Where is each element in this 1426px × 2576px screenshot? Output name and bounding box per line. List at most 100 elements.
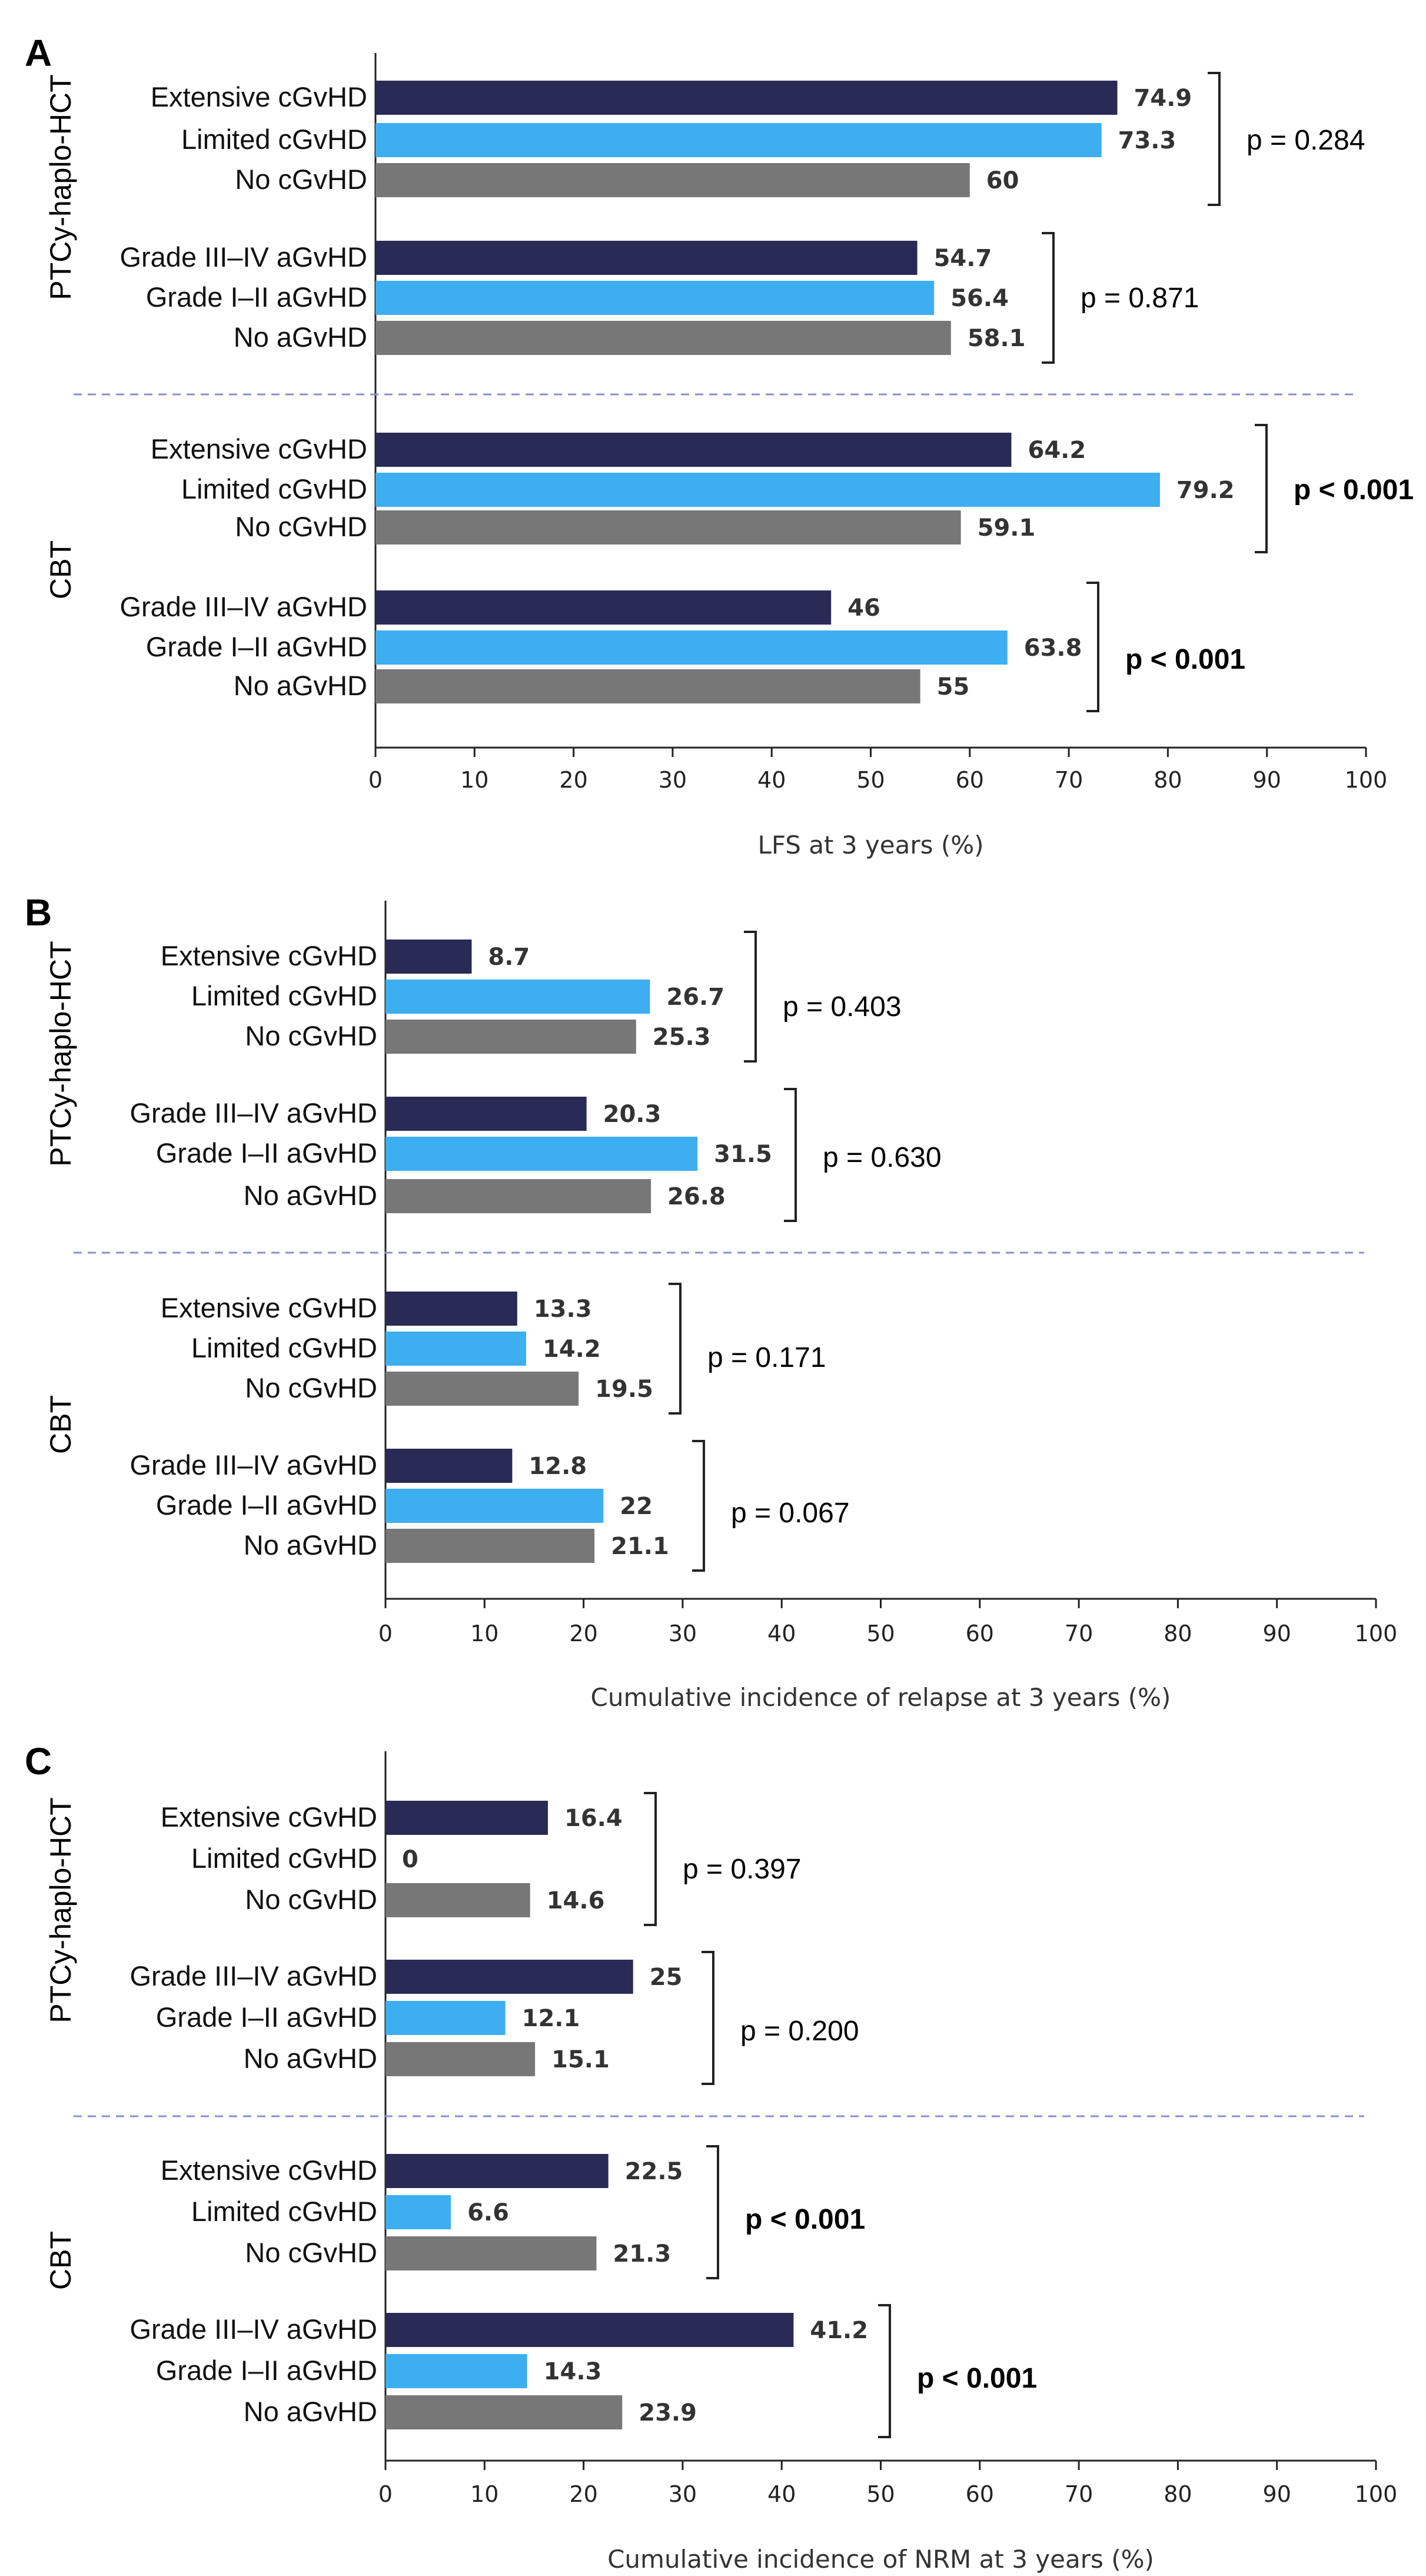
value-label: 26.8 xyxy=(667,1183,726,1210)
value-label: 74.9 xyxy=(1134,85,1192,112)
p-value-label: p = 0.397 xyxy=(683,1854,802,1885)
bar xyxy=(375,433,1012,467)
value-label: 55 xyxy=(937,673,970,701)
x-tick-label: 80 xyxy=(1164,1621,1192,1646)
category-label: Grade III–IV aGvHD xyxy=(129,2313,377,2345)
value-label: 16.4 xyxy=(564,1805,623,1832)
bar xyxy=(385,1529,595,1563)
category-label: Limited cGvHD xyxy=(191,2196,377,2227)
bar xyxy=(385,940,472,974)
bar xyxy=(385,1292,517,1326)
category-label: Extensive cGvHD xyxy=(161,1292,377,1323)
significance-bracket xyxy=(702,1951,714,2085)
value-label: 21.1 xyxy=(611,1533,669,1560)
value-label: 73.3 xyxy=(1118,127,1176,154)
panel-letter: C xyxy=(25,1740,52,1782)
x-axis-title: Cumulative incidence of relapse at 3 yea… xyxy=(591,1683,1171,1712)
value-label: 0 xyxy=(402,1846,418,1873)
value-label: 41.2 xyxy=(810,2317,868,2344)
category-label: Limited cGvHD xyxy=(181,124,367,155)
category-label: Extensive cGvHD xyxy=(161,2155,377,2186)
bar xyxy=(375,473,1160,507)
x-tick-label: 100 xyxy=(1355,2481,1398,2507)
x-tick-label: 30 xyxy=(659,767,687,793)
x-tick-label: 70 xyxy=(1065,1621,1093,1646)
x-tick-label: 60 xyxy=(966,2481,994,2507)
category-label: Grade I–II aGvHD xyxy=(156,1137,377,1169)
bar xyxy=(375,281,935,315)
group-label: CBT xyxy=(44,540,77,599)
value-label: 21.3 xyxy=(613,2240,671,2268)
chart-panel: A 0 10 20 30 40 50 60 70 80 90 100 LFS at 3 years (%… xyxy=(25,32,1414,859)
x-axis-title: Cumulative incidence of NRM at 3 years (… xyxy=(607,2545,1154,2574)
x-tick-label: 20 xyxy=(569,1621,597,1646)
bar xyxy=(375,510,961,545)
value-label: 58.1 xyxy=(968,325,1026,352)
x-tick-label: 0 xyxy=(378,1621,393,1646)
bar xyxy=(385,1883,530,1917)
group-label: PTCy-haplo-HCT xyxy=(44,1797,77,2023)
p-value-label: p = 0.171 xyxy=(707,1342,826,1373)
category-label: No aGvHD xyxy=(244,2043,377,2074)
bar xyxy=(385,980,650,1014)
category-label: Grade I–II aGvHD xyxy=(156,1489,377,1521)
group-label: CBT xyxy=(44,2231,77,2290)
bar xyxy=(385,2001,506,2035)
category-label: Limited cGvHD xyxy=(191,1843,377,1874)
category-label: No cGvHD xyxy=(235,511,367,542)
x-tick-label: 100 xyxy=(1355,1621,1398,1646)
value-label: 25.3 xyxy=(653,1024,711,1051)
group-label: PTCy-haplo-HCT xyxy=(44,74,77,300)
p-value-label: p = 0.871 xyxy=(1081,283,1199,314)
p-value-label: p < 0.001 xyxy=(917,2363,1037,2394)
x-tick-label: 0 xyxy=(378,2481,393,2507)
value-label: 60 xyxy=(986,167,1019,194)
x-tick-label: 40 xyxy=(767,2481,796,2507)
x-tick-label: 20 xyxy=(569,2481,597,2507)
value-label: 46 xyxy=(847,595,880,622)
value-label: 64.2 xyxy=(1028,437,1086,464)
significance-bracket xyxy=(1208,72,1221,206)
value-label: 14.6 xyxy=(547,1887,605,1914)
x-tick-label: 70 xyxy=(1055,767,1083,793)
bar xyxy=(385,2154,609,2188)
value-label: 6.6 xyxy=(467,2199,509,2226)
value-label: 54.7 xyxy=(934,245,992,272)
chart-panel: C 0 10 20 30 40 50 60 70 80 90 100 Cumulative incide… xyxy=(25,1740,1397,2574)
value-label: 20.3 xyxy=(603,1101,662,1128)
category-label: Limited cGvHD xyxy=(181,473,367,504)
category-label: No cGvHD xyxy=(245,1020,377,1051)
significance-bracket xyxy=(669,1283,682,1415)
x-tick-label: 90 xyxy=(1253,767,1281,793)
p-value-label: p < 0.001 xyxy=(745,2204,865,2235)
bar xyxy=(385,1489,604,1523)
bar xyxy=(385,2195,451,2229)
x-tick-label: 50 xyxy=(856,767,885,793)
value-label: 13.3 xyxy=(534,1296,592,1323)
value-label: 12.1 xyxy=(522,2005,580,2032)
x-tick-label: 30 xyxy=(669,2481,697,2507)
x-tick-label: 30 xyxy=(669,1621,697,1646)
bar xyxy=(375,321,951,355)
significance-bracket xyxy=(644,1792,657,1926)
value-label: 31.5 xyxy=(714,1141,772,1168)
significance-bracket xyxy=(744,931,757,1063)
value-label: 56.4 xyxy=(950,285,1009,312)
significance-bracket xyxy=(878,2304,891,2438)
value-label: 8.7 xyxy=(488,944,530,971)
value-label: 23.9 xyxy=(639,2399,697,2426)
category-label: Grade I–II aGvHD xyxy=(156,2001,377,2033)
value-label: 14.2 xyxy=(543,1336,601,1363)
x-tick-label: 50 xyxy=(866,2481,895,2507)
value-label: 26.7 xyxy=(666,984,724,1011)
bar xyxy=(385,1332,526,1366)
bar xyxy=(375,81,1118,115)
significance-bracket xyxy=(706,2145,719,2279)
category-label: Grade I–II aGvHD xyxy=(146,281,367,313)
x-tick-label: 10 xyxy=(470,1621,498,1646)
category-label: Grade I–II aGvHD xyxy=(146,631,367,662)
p-value-label: p = 0.067 xyxy=(731,1498,850,1529)
category-label: No aGvHD xyxy=(244,2396,377,2427)
value-label: 19.5 xyxy=(595,1376,653,1403)
